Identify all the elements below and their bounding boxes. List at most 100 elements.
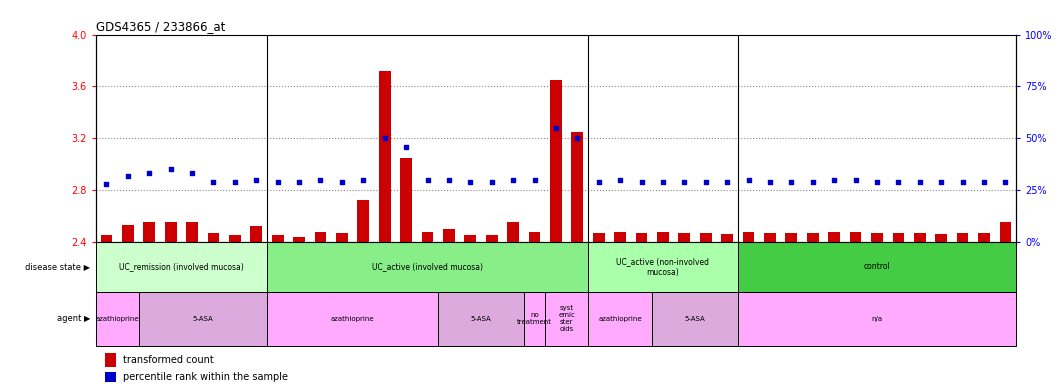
- Point: [676, 179, 693, 185]
- Bar: [593, 233, 604, 242]
- Bar: [379, 71, 390, 242]
- Point: [140, 170, 157, 177]
- Bar: [267, 292, 438, 346]
- Bar: [614, 232, 626, 242]
- Bar: [421, 232, 433, 242]
- Bar: [105, 353, 116, 367]
- Bar: [658, 232, 669, 242]
- Point: [718, 179, 735, 185]
- Bar: [105, 372, 116, 382]
- Bar: [999, 222, 1011, 242]
- Text: 5-ASA: 5-ASA: [685, 316, 705, 322]
- Bar: [588, 242, 737, 292]
- Bar: [96, 292, 138, 346]
- Bar: [935, 234, 947, 242]
- Bar: [914, 233, 926, 242]
- Point: [954, 179, 971, 185]
- Text: azathioprine: azathioprine: [598, 316, 642, 322]
- Point: [933, 179, 950, 185]
- Bar: [138, 292, 267, 346]
- Point: [997, 179, 1014, 185]
- Text: syst
emic
ster
oids: syst emic ster oids: [559, 305, 575, 332]
- Point: [612, 177, 629, 183]
- Point: [591, 179, 608, 185]
- Text: UC_active (involved mucosa): UC_active (involved mucosa): [372, 262, 483, 271]
- Bar: [207, 233, 219, 242]
- Point: [569, 135, 586, 141]
- Bar: [978, 233, 990, 242]
- Bar: [186, 222, 198, 242]
- Bar: [550, 80, 562, 242]
- Bar: [743, 232, 754, 242]
- Bar: [315, 232, 327, 242]
- Point: [890, 179, 907, 185]
- Bar: [400, 158, 412, 242]
- Point: [526, 177, 543, 183]
- Text: transformed count: transformed count: [123, 355, 214, 365]
- Bar: [358, 200, 369, 242]
- Bar: [737, 242, 1016, 292]
- Point: [633, 179, 650, 185]
- Bar: [336, 233, 348, 242]
- Point: [398, 144, 415, 150]
- Bar: [165, 222, 177, 242]
- Text: azathioprine: azathioprine: [96, 316, 139, 322]
- Point: [483, 179, 500, 185]
- Bar: [807, 233, 818, 242]
- Bar: [545, 292, 588, 346]
- Bar: [785, 233, 797, 242]
- Text: no
treatment: no treatment: [517, 312, 552, 325]
- Point: [654, 179, 671, 185]
- Bar: [850, 232, 862, 242]
- Point: [290, 179, 307, 185]
- Text: UC_active (non-involved
mucosa): UC_active (non-involved mucosa): [616, 257, 710, 276]
- Bar: [465, 235, 477, 242]
- Text: 5-ASA: 5-ASA: [470, 316, 492, 322]
- Text: control: control: [864, 262, 891, 271]
- Point: [976, 179, 993, 185]
- Point: [227, 179, 244, 185]
- Point: [847, 177, 864, 183]
- Text: UC_remission (involved mucosa): UC_remission (involved mucosa): [119, 262, 244, 271]
- Bar: [486, 235, 498, 242]
- Point: [504, 177, 521, 183]
- Bar: [957, 233, 968, 242]
- Point: [162, 166, 179, 172]
- Point: [547, 125, 564, 131]
- Text: percentile rank within the sample: percentile rank within the sample: [123, 372, 288, 382]
- Text: GDS4365 / 233866_at: GDS4365 / 233866_at: [96, 20, 226, 33]
- Bar: [737, 292, 1016, 346]
- Bar: [871, 233, 883, 242]
- Bar: [679, 233, 691, 242]
- Point: [826, 177, 843, 183]
- Text: azathioprine: azathioprine: [331, 316, 375, 322]
- Point: [184, 170, 201, 177]
- Bar: [652, 292, 737, 346]
- Point: [269, 179, 286, 185]
- Bar: [250, 227, 262, 242]
- Bar: [271, 235, 284, 242]
- Point: [462, 179, 479, 185]
- Bar: [721, 234, 733, 242]
- Point: [762, 179, 779, 185]
- Bar: [571, 132, 583, 242]
- Bar: [122, 225, 134, 242]
- Bar: [443, 229, 454, 242]
- Point: [119, 172, 136, 179]
- Bar: [96, 242, 267, 292]
- Bar: [764, 233, 776, 242]
- Bar: [294, 237, 305, 242]
- Point: [440, 177, 458, 183]
- Bar: [229, 235, 240, 242]
- Bar: [523, 292, 545, 346]
- Bar: [893, 233, 904, 242]
- Text: n/a: n/a: [871, 316, 882, 322]
- Bar: [144, 222, 155, 242]
- Bar: [635, 233, 647, 242]
- Point: [911, 179, 928, 185]
- Point: [354, 177, 371, 183]
- Bar: [267, 242, 588, 292]
- Point: [377, 135, 394, 141]
- Point: [419, 177, 436, 183]
- Bar: [529, 232, 541, 242]
